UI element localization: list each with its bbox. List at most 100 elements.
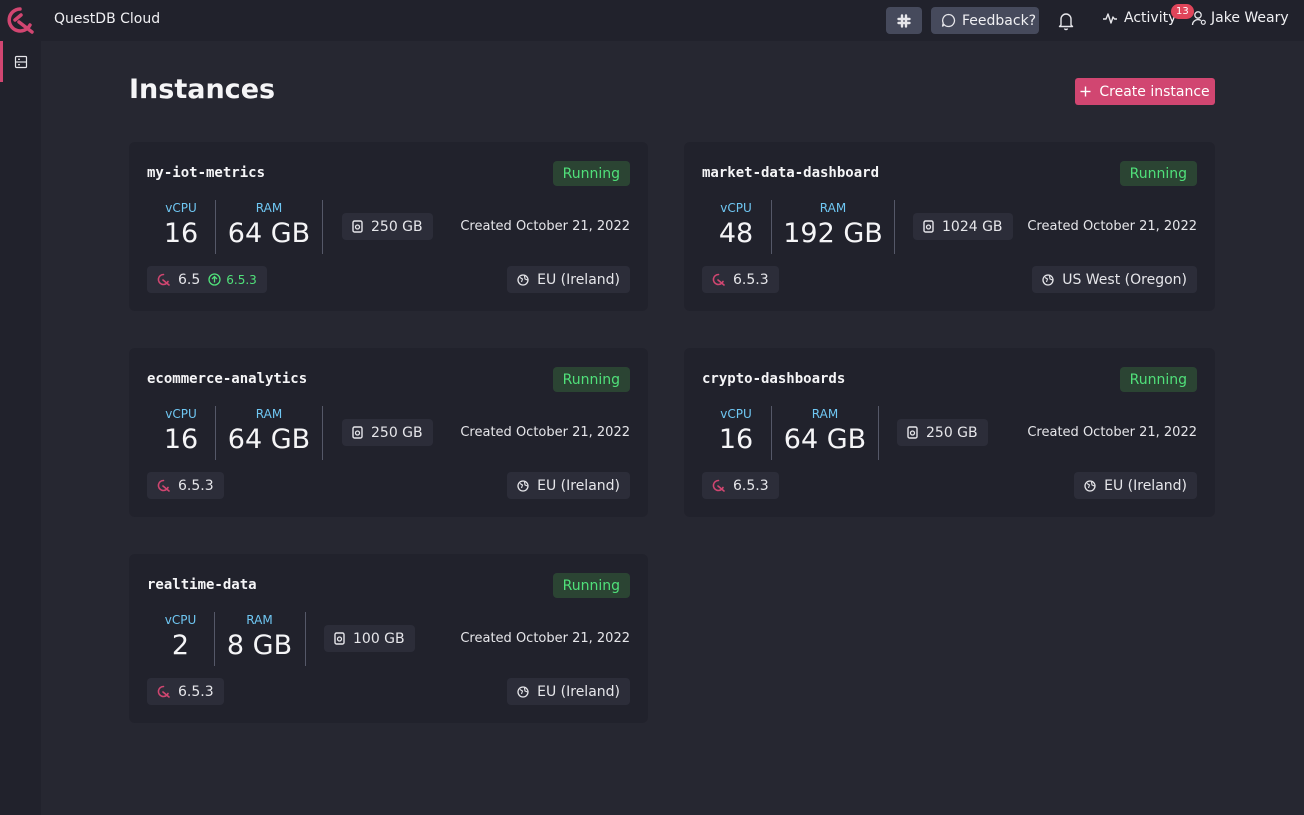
- activity-button[interactable]: Activity: [1102, 10, 1176, 26]
- version-icon: [157, 685, 170, 698]
- vcpu-stat: vCPU 16: [702, 407, 770, 455]
- storage-value: 250 GB: [926, 424, 978, 441]
- vcpu-stat: vCPU 16: [147, 201, 215, 249]
- vcpu-value: 2: [171, 630, 190, 661]
- instance-card[interactable]: my-iot-metrics Running vCPU 16 RAM 64 GB…: [129, 142, 648, 311]
- slack-button[interactable]: [886, 7, 922, 34]
- version-pill[interactable]: 6.5.3: [147, 678, 224, 705]
- version-pill[interactable]: 6.5.3: [702, 472, 779, 499]
- status-badge: Running: [552, 161, 630, 186]
- storage-pill: 100 GB: [324, 625, 415, 652]
- create-instance-label: Create instance: [1099, 83, 1210, 100]
- instance-name[interactable]: realtime-data: [147, 577, 257, 593]
- user-icon: [1191, 11, 1206, 26]
- version-value: 6.5: [178, 271, 201, 288]
- region-pill: EU (Ireland): [507, 472, 630, 499]
- version-pill[interactable]: 6.5.3: [147, 472, 224, 499]
- version-icon: [157, 479, 170, 492]
- vcpu-stat: vCPU 16: [147, 407, 215, 455]
- storage-pill: 250 GB: [342, 419, 433, 446]
- instance-card[interactable]: ecommerce-analytics Running vCPU 16 RAM …: [129, 348, 648, 517]
- version-pill[interactable]: 6.5 6.5.3: [147, 266, 267, 293]
- instance-name[interactable]: my-iot-metrics: [147, 165, 266, 181]
- storage-icon: [352, 220, 363, 233]
- status-badge: Running: [1119, 367, 1197, 392]
- ram-label: RAM: [811, 407, 839, 421]
- ram-label: RAM: [255, 407, 283, 421]
- vcpu-label: vCPU: [164, 613, 197, 627]
- app-title: QuestDB Cloud: [54, 11, 161, 27]
- storage-pill: 250 GB: [342, 213, 433, 240]
- divider: [215, 406, 216, 460]
- storage-icon: [923, 220, 934, 233]
- ram-label: RAM: [819, 201, 847, 215]
- vcpu-label: vCPU: [165, 201, 197, 215]
- ram-stat: RAM 64 GB: [216, 201, 322, 249]
- status-badge: Running: [552, 573, 630, 598]
- divider: [771, 406, 772, 460]
- vcpu-label: vCPU: [720, 201, 752, 215]
- region-value: EU (Ireland): [537, 683, 620, 700]
- instance-name[interactable]: ecommerce-analytics: [147, 371, 308, 387]
- vcpu-label: vCPU: [720, 407, 752, 421]
- version-value: 6.5.3: [733, 271, 769, 288]
- instances-icon: [14, 55, 27, 68]
- sidebar-item-instances[interactable]: [0, 41, 41, 82]
- version-value: 6.5.3: [733, 477, 769, 494]
- user-menu[interactable]: Jake Weary: [1191, 10, 1289, 26]
- feedback-label: Feedback?: [962, 12, 1037, 29]
- instance-card[interactable]: market-data-dashboard Running vCPU 48 RA…: [684, 142, 1215, 311]
- chat-icon: [941, 13, 956, 28]
- version-pill[interactable]: 6.5.3: [702, 266, 779, 293]
- vcpu-value: 16: [163, 218, 199, 249]
- region-pill: US West (Oregon): [1032, 266, 1197, 293]
- version-value: 6.5.3: [178, 683, 214, 700]
- vcpu-value: 16: [718, 424, 754, 455]
- storage-icon: [334, 632, 345, 645]
- region-pill: EU (Ireland): [507, 266, 630, 293]
- instance-card[interactable]: crypto-dashboards Running vCPU 16 RAM 64…: [684, 348, 1215, 517]
- ram-value: 64 GB: [227, 424, 311, 455]
- feedback-button[interactable]: Feedback?: [931, 7, 1039, 34]
- region-value: EU (Ireland): [537, 477, 620, 494]
- instance-card[interactable]: realtime-data Running vCPU 2 RAM 8 GB 10…: [129, 554, 648, 723]
- ram-value: 8 GB: [226, 630, 293, 661]
- questdb-logo-icon[interactable]: [6, 6, 34, 34]
- version-icon: [712, 273, 725, 286]
- ram-value: 64 GB: [783, 424, 867, 455]
- storage-value: 100 GB: [353, 630, 405, 647]
- instance-name[interactable]: market-data-dashboard: [702, 165, 880, 181]
- storage-value: 1024 GB: [942, 218, 1003, 235]
- vcpu-value: 16: [163, 424, 199, 455]
- globe-icon: [1084, 479, 1096, 492]
- storage-icon: [352, 426, 363, 439]
- region-pill: EU (Ireland): [1074, 472, 1197, 499]
- active-indicator: [0, 41, 3, 82]
- upgrade-available[interactable]: 6.5.3: [208, 273, 257, 287]
- created-date: Created October 21, 2022: [460, 631, 630, 646]
- storage-pill: 250 GB: [897, 419, 988, 446]
- divider: [214, 612, 215, 666]
- globe-icon: [517, 273, 529, 286]
- vcpu-value: 48: [718, 218, 754, 249]
- globe-icon: [517, 479, 529, 492]
- created-date: Created October 21, 2022: [1027, 425, 1197, 440]
- created-date: Created October 21, 2022: [1027, 219, 1197, 234]
- version-value: 6.5.3: [178, 477, 214, 494]
- status-badge: Running: [552, 367, 630, 392]
- activity-count-badge: 13: [1171, 4, 1194, 19]
- created-date: Created October 21, 2022: [460, 219, 630, 234]
- create-instance-button[interactable]: Create instance: [1075, 78, 1215, 105]
- divider: [878, 406, 879, 460]
- version-icon: [157, 273, 170, 286]
- status-badge: Running: [1119, 161, 1197, 186]
- divider: [305, 612, 306, 666]
- storage-icon: [907, 426, 918, 439]
- ram-stat: RAM 192 GB: [772, 201, 894, 249]
- bell-icon[interactable]: [1057, 11, 1075, 31]
- region-value: US West (Oregon): [1062, 271, 1187, 288]
- vcpu-label: vCPU: [165, 407, 197, 421]
- top-bar: QuestDB Cloud Feedback? Activity 13 J: [0, 0, 1304, 41]
- version-icon: [712, 479, 725, 492]
- instance-name[interactable]: crypto-dashboards: [702, 371, 846, 387]
